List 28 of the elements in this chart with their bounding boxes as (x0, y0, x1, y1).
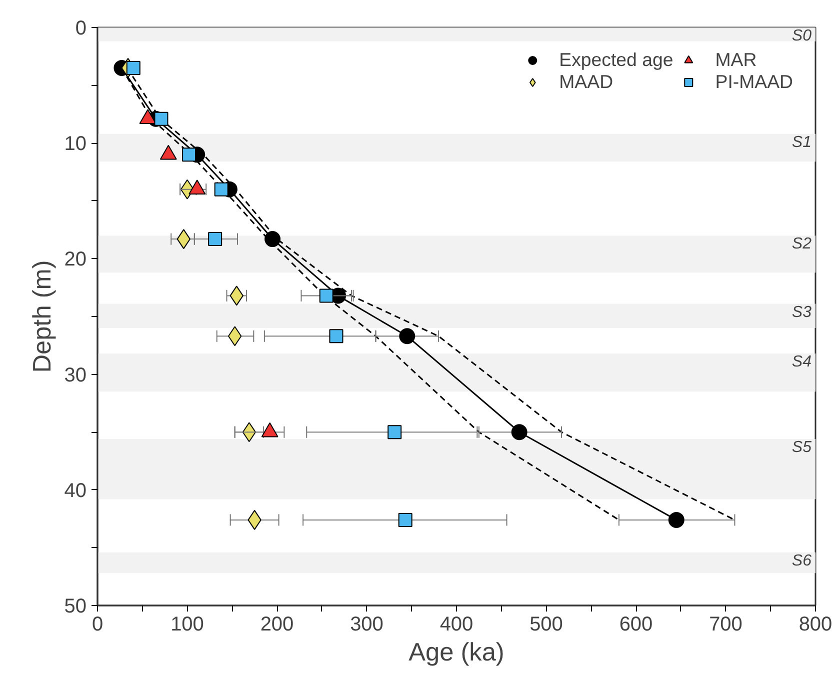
x-tick-label: 500 (530, 614, 563, 636)
x-tick-label: 700 (709, 614, 742, 636)
x-tick-label: 100 (170, 614, 204, 636)
legend-label: MAR (715, 49, 757, 71)
x-tick-label: 400 (440, 614, 474, 636)
x-tick-label: 200 (260, 614, 294, 636)
y-tick-label: 0 (75, 18, 86, 40)
y-axis-title: Depth (m) (28, 260, 56, 373)
band-label: S4 (792, 353, 812, 370)
y-tick-label: 20 (64, 248, 87, 271)
y-tick-label: 40 (64, 480, 87, 502)
y-tick-label: 30 (64, 364, 87, 386)
band-label: S3 (792, 304, 812, 321)
y-tick-label: 50 (64, 596, 87, 618)
band-label: S1 (792, 134, 812, 151)
x-axis-title: Age (ka) (408, 638, 504, 666)
x-tick-label: 0 (92, 614, 104, 636)
band-label: S6 (792, 552, 812, 570)
legend-label: MAAD (559, 71, 614, 93)
x-tick-label: 800 (798, 614, 832, 636)
band-label: S5 (792, 439, 812, 456)
x-tick-label: 600 (619, 614, 653, 636)
legend-label: Expected age (559, 49, 674, 71)
band-label: S2 (792, 236, 812, 253)
x-tick-label: 300 (350, 614, 384, 636)
y-tick-label: 10 (64, 133, 87, 156)
legend-label: PI-MAAD (715, 71, 793, 93)
band-label: S0 (792, 28, 812, 44)
